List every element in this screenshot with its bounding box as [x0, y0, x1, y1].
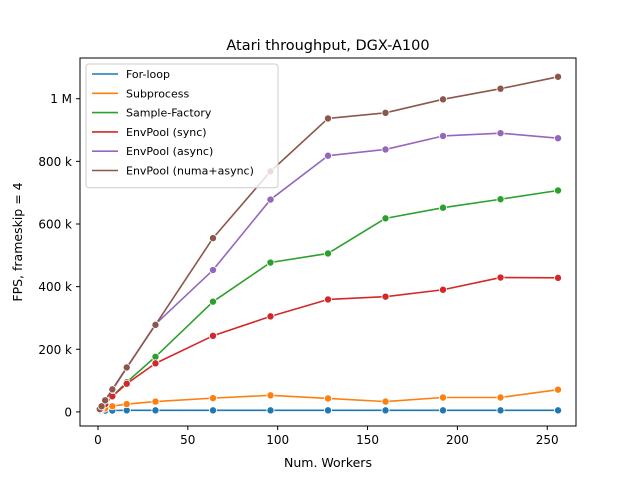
- data-point: [208, 266, 217, 275]
- legend-label: Sample-Factory: [126, 107, 212, 120]
- y-tick-label: 200 k: [38, 343, 72, 357]
- data-point: [439, 131, 448, 140]
- x-tick-label: 50: [180, 433, 195, 447]
- data-point: [208, 394, 217, 403]
- data-point: [554, 406, 563, 415]
- data-point: [439, 393, 448, 402]
- data-point: [151, 320, 160, 329]
- y-tick-label: 800 k: [38, 155, 72, 169]
- data-point: [554, 72, 563, 81]
- data-point: [439, 95, 448, 104]
- legend-label: EnvPool (numa+async): [126, 165, 254, 178]
- data-point: [151, 397, 160, 406]
- data-point: [496, 273, 505, 282]
- data-point: [323, 249, 332, 258]
- data-point: [496, 129, 505, 138]
- data-point: [323, 151, 332, 160]
- legend-label: For-loop: [126, 68, 170, 81]
- data-point: [323, 114, 332, 123]
- data-point: [208, 406, 217, 415]
- data-point: [439, 285, 448, 294]
- data-point: [496, 406, 505, 415]
- data-point: [381, 397, 390, 406]
- x-tick-label: 150: [356, 433, 379, 447]
- data-point: [323, 394, 332, 403]
- legend: For-loop Subprocess Sample-Factory EnvPool …: [85, 63, 279, 189]
- data-point: [151, 406, 160, 415]
- data-point: [122, 379, 131, 388]
- y-axis-label: FPS, frameskip = 4: [10, 182, 25, 301]
- data-point: [266, 391, 275, 400]
- data-point: [266, 312, 275, 321]
- data-point: [381, 108, 390, 117]
- x-tick-label: 200: [446, 433, 469, 447]
- x-tick-label: 0: [94, 433, 102, 447]
- data-point: [554, 134, 563, 143]
- data-point: [554, 385, 563, 394]
- y-tick-label: 0: [64, 405, 72, 419]
- y-tick-label: 400 k: [38, 280, 72, 294]
- data-point: [208, 331, 217, 340]
- chart-title: Atari throughput, DGX-A100: [226, 38, 429, 54]
- legend-box: [85, 63, 279, 189]
- data-point: [323, 295, 332, 304]
- x-axis-label: Num. Workers: [284, 455, 372, 470]
- x-tick-label: 250: [536, 433, 559, 447]
- y-tick-label: 1 M: [50, 92, 72, 106]
- data-point: [122, 363, 131, 372]
- data-point: [496, 195, 505, 204]
- data-point: [381, 145, 390, 154]
- data-point: [266, 195, 275, 204]
- data-point: [208, 297, 217, 306]
- data-point: [108, 385, 117, 394]
- data-point: [122, 400, 131, 409]
- legend-label: EnvPool (async): [126, 145, 213, 158]
- data-point: [101, 396, 110, 405]
- x-tick-label: 100: [266, 433, 289, 447]
- data-point: [151, 359, 160, 368]
- legend-label: Subprocess: [126, 87, 189, 100]
- data-point: [151, 352, 160, 361]
- data-point: [439, 406, 448, 415]
- data-point: [496, 393, 505, 402]
- data-point: [208, 234, 217, 243]
- data-point: [439, 203, 448, 212]
- series-5: [95, 72, 563, 414]
- y-tick-label: 600 k: [38, 217, 72, 231]
- plot-frame: [79, 57, 577, 427]
- data-point: [554, 186, 563, 195]
- data-point: [381, 406, 390, 415]
- legend-label: EnvPool (sync): [126, 126, 207, 139]
- data-point: [554, 273, 563, 282]
- data-point: [381, 292, 390, 301]
- data-point: [266, 258, 275, 267]
- data-point: [323, 406, 332, 415]
- data-point: [496, 84, 505, 93]
- data-point: [108, 402, 117, 411]
- plot-area: [95, 72, 563, 416]
- data-point: [97, 402, 106, 411]
- data-point: [266, 406, 275, 415]
- data-point: [381, 214, 390, 223]
